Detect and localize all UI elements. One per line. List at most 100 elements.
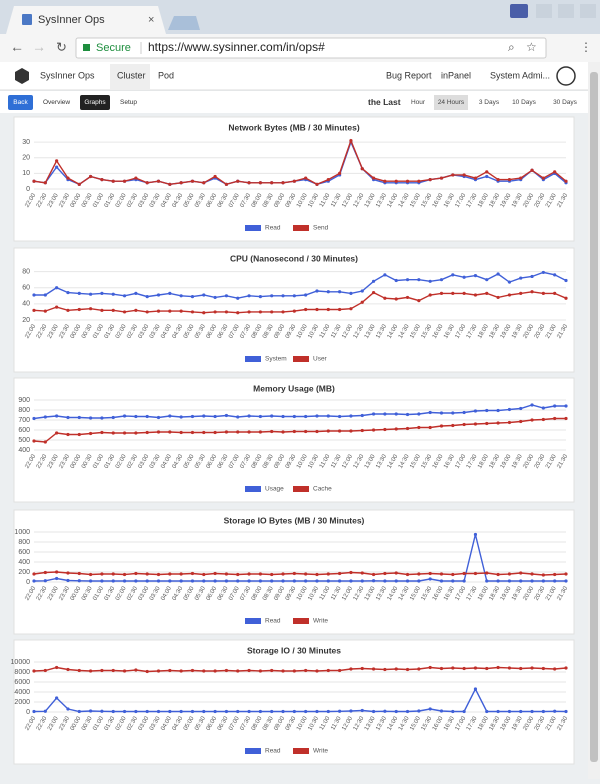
data-point [349, 307, 353, 311]
data-point [439, 709, 444, 713]
data-point [541, 270, 545, 275]
new-tab[interactable] [168, 16, 200, 30]
data-point [122, 294, 127, 298]
data-point [485, 408, 489, 413]
sub-tab[interactable]: Graphs [84, 99, 106, 106]
sub-tab[interactable]: Setup [120, 99, 137, 106]
legend-label: Write [313, 748, 328, 755]
data-point [405, 667, 410, 672]
zoom-icon[interactable]: ⌕ [508, 40, 515, 54]
range-button[interactable]: 3 Days [479, 99, 500, 106]
data-point [156, 709, 161, 714]
data-point [417, 425, 421, 430]
data-point [473, 532, 478, 537]
data-point [473, 293, 478, 297]
address-bar[interactable] [75, 37, 547, 59]
data-point [66, 667, 70, 672]
menu-icon[interactable]: ⋮ [580, 40, 592, 54]
data-point [55, 286, 59, 290]
data-point [224, 668, 229, 673]
data-point [168, 182, 172, 186]
close-window[interactable] [580, 4, 596, 18]
data-point [145, 572, 149, 576]
data-point [326, 178, 330, 182]
nav-link[interactable]: Bug Report [386, 70, 432, 80]
data-point [236, 669, 240, 673]
profile-button[interactable] [510, 4, 528, 18]
data-point [507, 579, 512, 583]
data-point [111, 308, 115, 312]
data-point [168, 668, 172, 673]
data-point [145, 709, 149, 714]
nav-link[interactable]: System Admi... [490, 70, 550, 80]
data-point [292, 294, 296, 298]
data-point [32, 579, 36, 583]
data-point [349, 570, 353, 575]
data-point [77, 291, 81, 295]
data-point [473, 571, 478, 576]
data-point [111, 668, 115, 673]
back-button[interactable]: ← [10, 39, 24, 55]
forward-button[interactable]: → [32, 39, 46, 55]
data-point [145, 430, 149, 435]
data-point [247, 294, 251, 298]
data-point [383, 571, 387, 576]
data-point [66, 432, 70, 437]
nav-link[interactable]: inPanel [441, 70, 471, 80]
data-point [417, 412, 421, 416]
data-point [134, 668, 138, 672]
data-point [485, 291, 489, 295]
data-point [439, 278, 444, 282]
minimize[interactable] [536, 4, 552, 18]
tab-close[interactable]: × [148, 14, 154, 26]
data-point [530, 572, 534, 576]
data-point [315, 429, 319, 434]
sub-tab[interactable]: Overview [43, 99, 70, 106]
data-point [394, 709, 398, 714]
data-point [530, 290, 534, 294]
data-point [292, 179, 296, 183]
data-point [213, 579, 217, 583]
data-point [383, 412, 387, 416]
range-button[interactable]: 30 Days [553, 99, 578, 106]
range-button[interactable]: 24 Hours [438, 99, 465, 106]
tab[interactable] [6, 6, 166, 34]
data-point [564, 572, 568, 576]
range-button[interactable]: Hour [411, 99, 426, 106]
user-avatar[interactable] [556, 66, 576, 86]
scrollbar-thumb[interactable] [590, 72, 598, 762]
sub-tab[interactable]: Back [13, 99, 28, 106]
data-point [349, 291, 353, 295]
data-point [428, 279, 432, 283]
data-point [66, 176, 70, 180]
data-point [55, 576, 59, 581]
data-point [88, 292, 93, 296]
data-point [304, 579, 308, 583]
bookmark-icon[interactable]: ☆ [526, 40, 537, 54]
data-point [32, 439, 36, 443]
maximize[interactable] [558, 4, 574, 18]
legend-swatch [293, 486, 309, 492]
data-point [156, 415, 161, 420]
data-point [519, 406, 523, 411]
data-point [439, 424, 444, 428]
brand[interactable]: SysInner Ops [40, 70, 95, 80]
data-point [179, 309, 183, 313]
data-point [202, 181, 206, 185]
data-point [417, 278, 421, 282]
nav-item[interactable]: Pod [158, 70, 174, 80]
data-point [77, 709, 81, 714]
data-point [281, 294, 285, 298]
data-point [111, 179, 115, 183]
nav-item[interactable]: Cluster [117, 70, 146, 80]
data-point [156, 430, 161, 434]
data-point [530, 579, 534, 583]
data-point [66, 707, 70, 711]
data-point [405, 579, 410, 583]
data-point [507, 572, 512, 576]
y-tick-label: 600 [18, 549, 30, 556]
range-button[interactable]: 10 Days [512, 99, 537, 106]
y-tick-label: 900 [18, 397, 30, 404]
reload-button[interactable]: ↻ [56, 39, 67, 54]
data-point [519, 579, 523, 583]
